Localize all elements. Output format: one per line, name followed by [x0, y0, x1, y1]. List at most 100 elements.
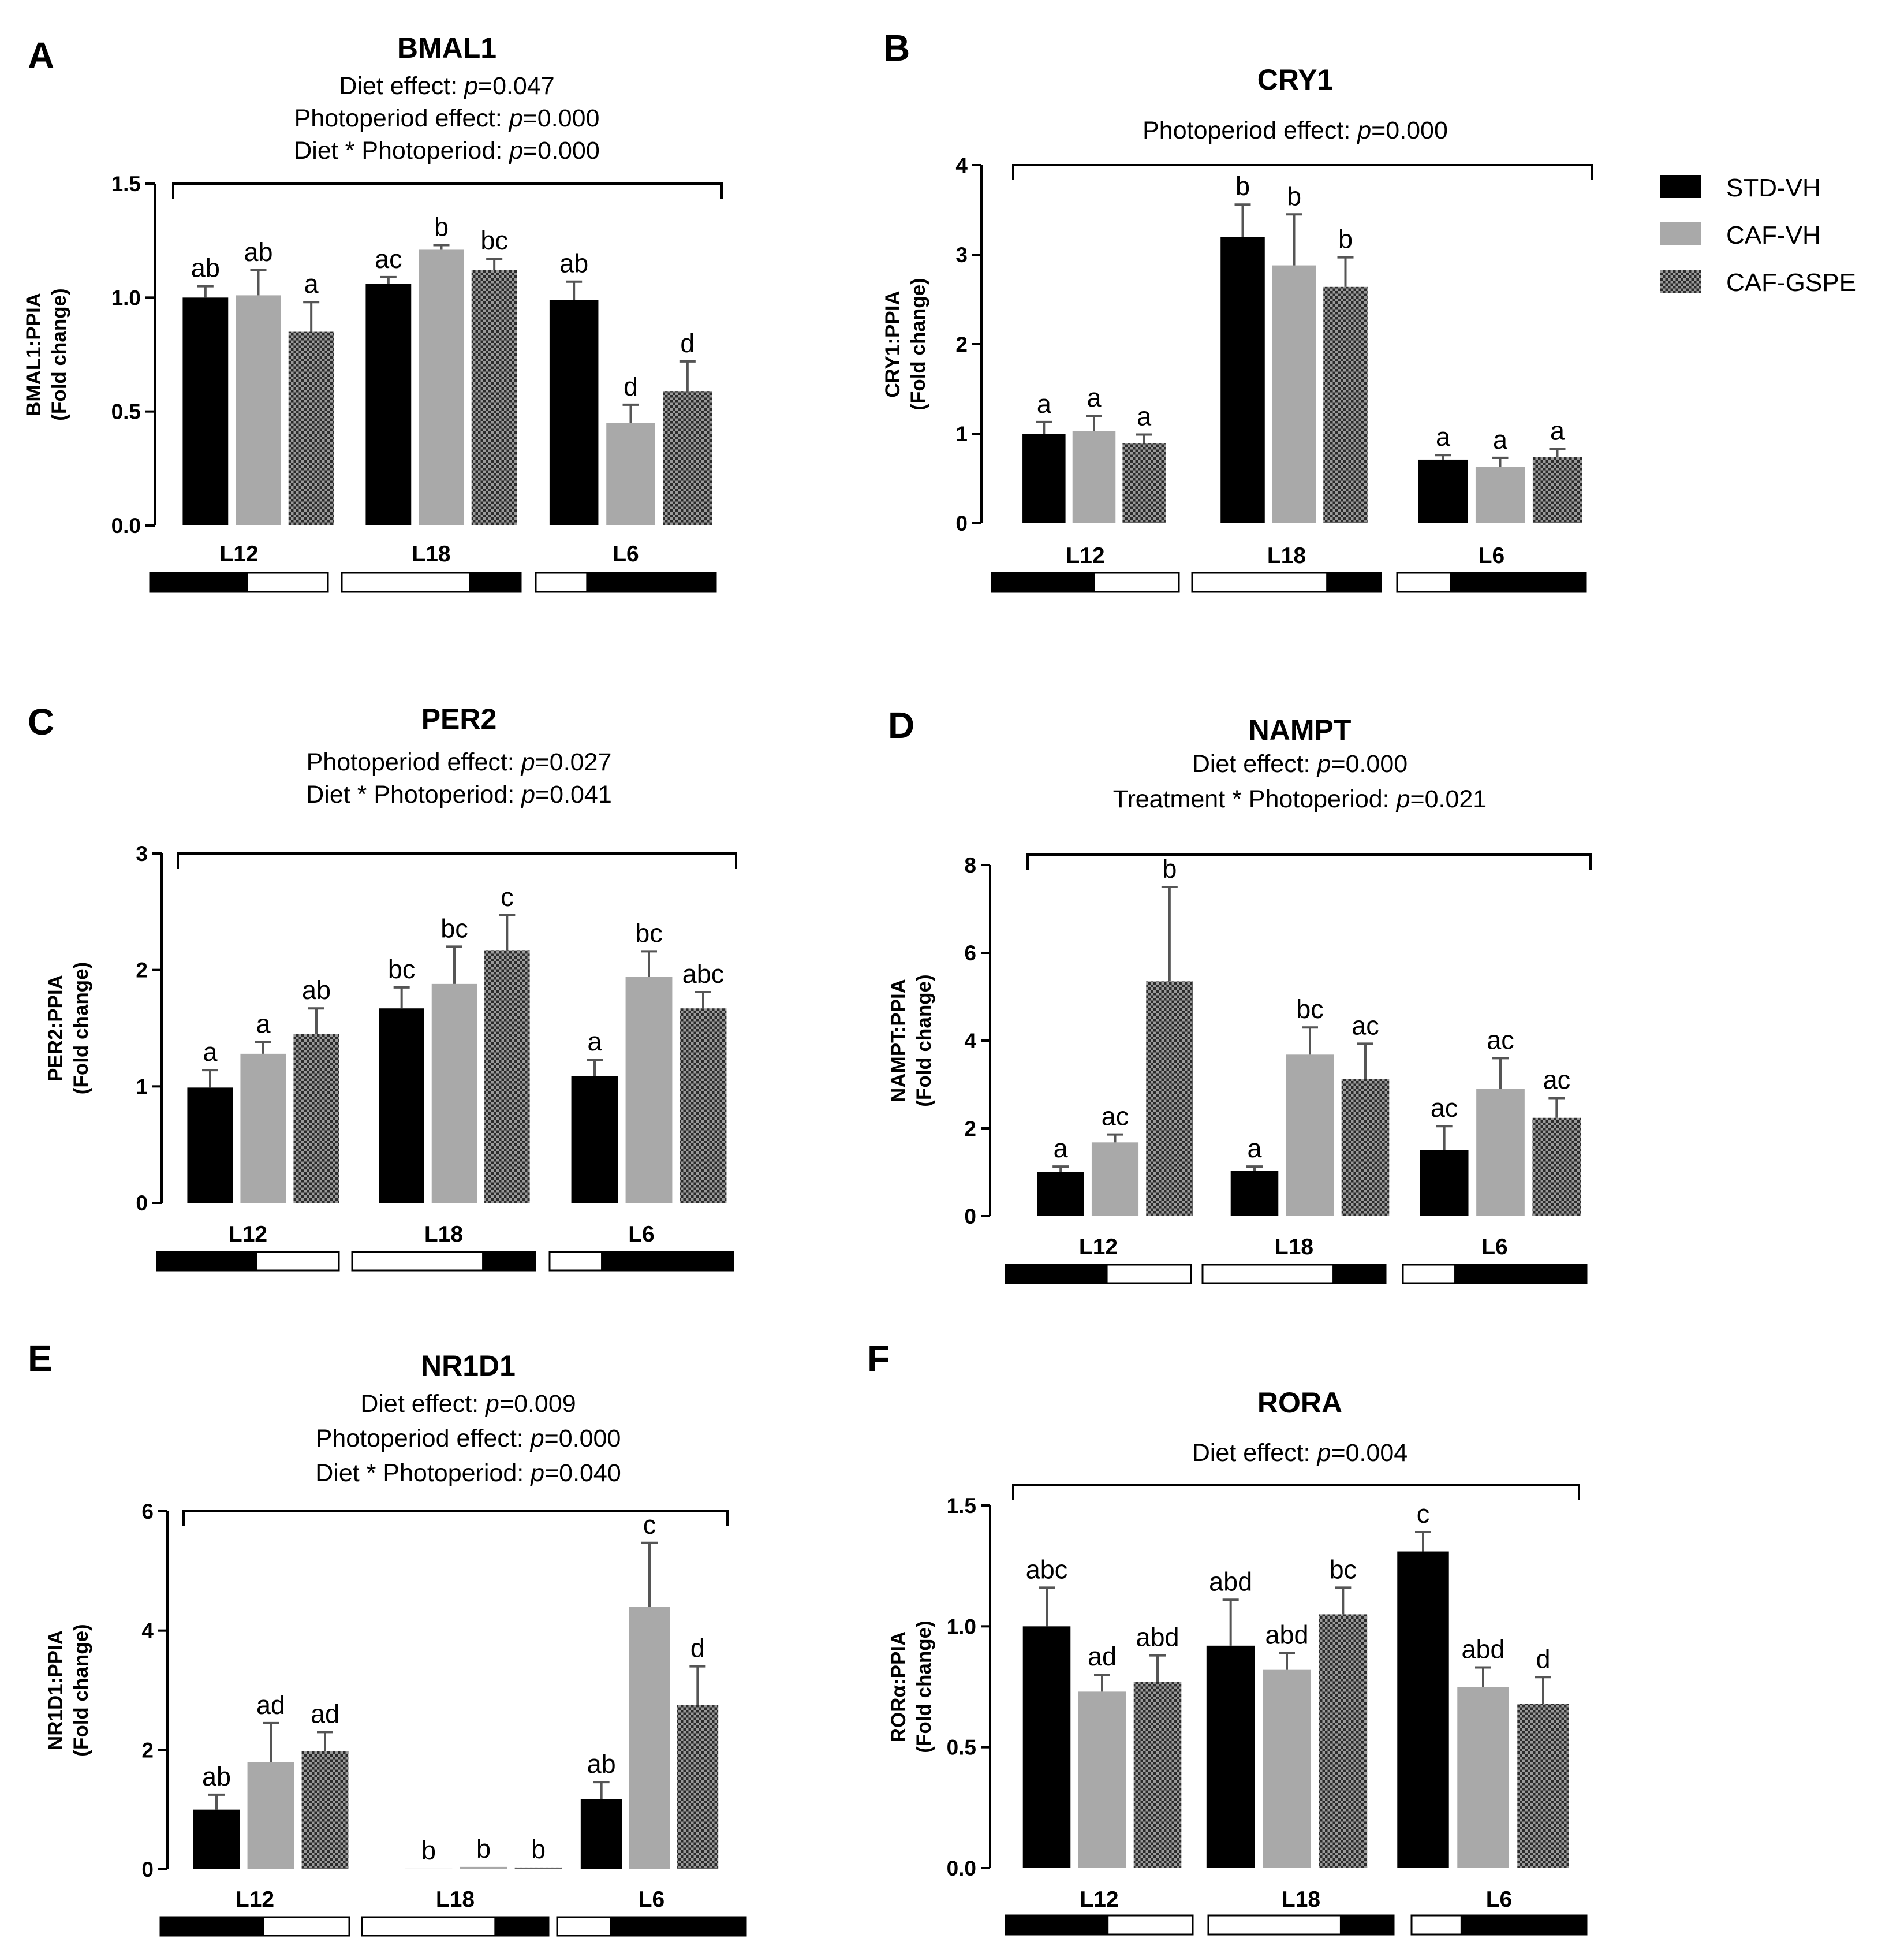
- panel-b-bar-l6-caf-gspe: [1532, 457, 1582, 523]
- panel-d-x-label-l12: L12: [1079, 1235, 1118, 1259]
- panel-d-sig-letter: ac: [1102, 1102, 1129, 1131]
- panel-a-stat-line: Photoperiod effect: p=0.000: [294, 105, 600, 132]
- panel-c-x-label-l12: L12: [229, 1222, 267, 1247]
- panel-f-y-tick-label: 0.0: [947, 1857, 976, 1880]
- panel-b-photoperiod-dark: [1450, 573, 1586, 592]
- panel-a-bar-l12-caf-gspe: [288, 331, 334, 525]
- panel-c-title: PER2: [421, 703, 497, 735]
- panel-e-sig-letter: ad: [311, 1699, 339, 1728]
- panel-f-y-label-2: (Fold change): [913, 1620, 935, 1753]
- panel-f-letter: F: [867, 1337, 890, 1379]
- panel-a-y-label-2: (Fold change): [48, 288, 70, 420]
- stat-text: =0.021: [1410, 785, 1487, 813]
- panel-d-photoperiod-dark: [1454, 1265, 1586, 1283]
- panel-a-y-tick-label: 0.0: [111, 514, 141, 538]
- panel-e-bar-l18-caf-vh: [460, 1866, 507, 1869]
- panel-e-stat-line: Diet effect: p=0.009: [360, 1390, 576, 1418]
- panel-a-y-tick-label: 0.5: [111, 400, 141, 424]
- panel-f-bracket: [1012, 1484, 1580, 1500]
- panel-b-y-tick-label: 4: [955, 154, 968, 177]
- panel-c-bar-l12-std-vh: [187, 1087, 233, 1203]
- panel-c-photoperiod-dark: [482, 1252, 535, 1270]
- panel-a-bar-l12-std-vh: [182, 297, 229, 525]
- panel-d-sig-letter: ac: [1543, 1065, 1571, 1095]
- panel-a-bar-l12-caf-vh: [236, 295, 281, 525]
- p-symbol: p: [529, 1459, 544, 1487]
- panel-b-y-label: CRY1:PPIA: [882, 290, 904, 397]
- panel-d-stat-line: Treatment * Photoperiod: p=0.021: [1113, 785, 1487, 813]
- panel-a-bar-l18-caf-vh: [419, 249, 464, 525]
- stat-text: Photoperiod effect:: [1143, 117, 1357, 144]
- panel-d-bar-l6-std-vh: [1420, 1150, 1469, 1216]
- stat-text: Diet effect:: [339, 72, 464, 100]
- panel-c-sig-letter: a: [587, 1027, 602, 1056]
- panel-c-bar-l18-caf-gspe: [484, 950, 530, 1203]
- panel-e-bar-l12-caf-vh: [247, 1762, 294, 1869]
- panel-c-sig-letter: ab: [302, 975, 331, 1005]
- stat-text: =0.000: [544, 1425, 621, 1452]
- panel-c-y-tick-label: 1: [136, 1075, 148, 1098]
- panel-d-bracket: [1026, 853, 1592, 870]
- panel-c-sig-letter: bc: [635, 918, 663, 948]
- panel-f-sig-letter: d: [1536, 1644, 1550, 1674]
- panel-c-y-tick-label: 2: [136, 959, 148, 982]
- panel-a-sig-letter: ac: [375, 244, 402, 274]
- panel-c-photoperiod-dark: [601, 1252, 733, 1270]
- panel-f-sig-letter: bc: [1330, 1555, 1357, 1584]
- panel-c-bar-l18-std-vh: [379, 1008, 424, 1203]
- legend-label-caf-vh: CAF-VH: [1726, 221, 1821, 249]
- panel-f-sig-letter: abd: [1461, 1635, 1504, 1664]
- panel-f: F RORA Diet effect: p=0.004 0.0 0.5 1.0 1.5 ROR…: [867, 1337, 1588, 1936]
- panel-b-sig-letter: a: [1087, 383, 1102, 412]
- panel-c-sig-letter: a: [203, 1037, 218, 1067]
- p-symbol: p: [529, 1425, 544, 1452]
- panel-e-y-tick-label: 6: [141, 1500, 154, 1523]
- legend-swatch-caf-gspe: [1660, 270, 1701, 293]
- panel-b-photoperiod-dark: [992, 573, 1095, 592]
- p-symbol: p: [1316, 1439, 1331, 1467]
- panel-a-y-tick-label: 1.0: [111, 286, 141, 310]
- stat-text: =0.000: [523, 137, 600, 165]
- panel-a-sig-letter: d: [624, 372, 638, 401]
- panel-e-photoperiod-dark: [494, 1917, 548, 1936]
- legend: STD-VH CAF-VH CAF-GSPE: [1660, 174, 1856, 297]
- panel-e-photoperiod-dark: [610, 1917, 746, 1936]
- panel-c-sig-letter: abc: [682, 959, 725, 989]
- panel-d-sig-letter: b: [1162, 854, 1177, 884]
- panel-c-sig-letter: bc: [440, 914, 468, 943]
- panel-a-sig-letter: a: [304, 269, 319, 299]
- panel-a-bracket: [172, 182, 723, 199]
- panel-d-bar-l6-caf-vh: [1476, 1089, 1525, 1216]
- panel-a-bar-l18-std-vh: [365, 284, 412, 525]
- panel-a-sig-letter: d: [680, 329, 695, 358]
- panel-e-sig-letter: c: [643, 1510, 656, 1540]
- panel-d-bar-l18-caf-vh: [1286, 1054, 1334, 1216]
- panel-f-sig-letter: abd: [1265, 1620, 1308, 1649]
- panel-d-y-tick-label: 0: [964, 1205, 976, 1228]
- panel-c-letter: C: [28, 701, 54, 743]
- panel-f-x-label-l12: L12: [1080, 1887, 1118, 1912]
- panel-d-bar-l18-std-vh: [1230, 1171, 1279, 1216]
- panel-c-y-tick-label: 3: [136, 842, 148, 866]
- panel-b-bar-l12-caf-gspe: [1122, 443, 1166, 523]
- panel-c-x-label-l6: L6: [628, 1222, 655, 1247]
- panel-c: C PER2 Photoperiod effect: p=0.027 Diet * P…: [28, 701, 737, 1272]
- panel-b-y-tick-label: 2: [955, 333, 968, 356]
- panel-a-photoperiod-dark: [150, 573, 248, 592]
- panel-a-bar-l18-caf-gspe: [471, 270, 517, 525]
- panel-a-bar-l6-caf-gspe: [663, 391, 712, 525]
- stat-text: =0.041: [535, 781, 612, 808]
- panel-e-photoperiod-dark: [160, 1917, 264, 1936]
- panel-b-x-label-l18: L18: [1267, 543, 1306, 568]
- panel-c-sig-letter: a: [256, 1009, 271, 1039]
- panel-c-bar-l12-caf-vh: [240, 1053, 286, 1203]
- panel-e-title: NR1D1: [421, 1350, 516, 1382]
- panel-a-y-label: BMAL1:PPIA: [23, 293, 45, 416]
- panel-d-y-label-2: (Fold change): [913, 974, 935, 1106]
- panel-e-sig-letter: ad: [256, 1690, 285, 1720]
- panel-f-photoperiod-dark: [1339, 1915, 1394, 1935]
- panel-c-bar-l18-caf-vh: [431, 983, 477, 1203]
- panel-e-sig-letter: ab: [202, 1762, 231, 1791]
- panel-f-stat-line: Diet effect: p=0.004: [1192, 1439, 1408, 1467]
